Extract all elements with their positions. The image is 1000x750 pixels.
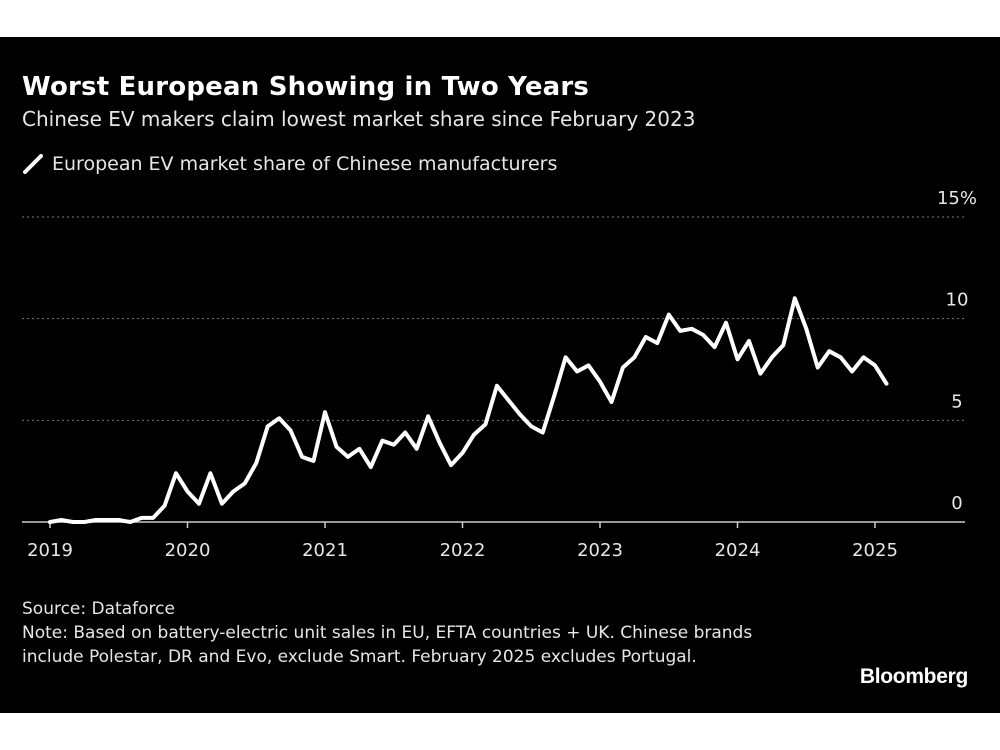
data-point-2020-12: [311, 459, 316, 463]
data-point-2021-02: [334, 445, 339, 449]
data-point-2020-02: [197, 502, 201, 506]
y-tick-label-5: 5: [951, 391, 962, 412]
y-tick-label-15: 15%: [937, 188, 977, 209]
data-point-2019-03: [71, 520, 75, 524]
data-point-2021-04: [357, 447, 361, 451]
data-point-2022-04: [495, 384, 499, 388]
data-point-2022-10: [564, 355, 568, 359]
data-point-2020-08: [266, 424, 270, 429]
chart-subtitle: Chinese EV makers claim lowest market sh…: [22, 107, 696, 131]
data-point-2024-04: [770, 355, 774, 359]
data-point-2019-04: [82, 520, 86, 524]
chart-title: Worst European Showing in Two Years: [22, 72, 590, 102]
data-point-2019-09: [140, 516, 144, 520]
data-point-2023-01: [598, 380, 602, 384]
legend: European EV market share of Chinese manu…: [22, 153, 557, 175]
data-point-2019-02: [59, 518, 64, 522]
data-point-2023-03: [621, 365, 625, 370]
data-point-2024-08: [816, 365, 820, 370]
data-point-2019-08: [128, 520, 132, 524]
data-point-2024-06: [793, 296, 797, 300]
data-point-2025-01: [873, 363, 877, 368]
data-point-2023-10: [701, 333, 705, 337]
data-point-2021-05: [369, 465, 373, 469]
data-point-2023-06: [655, 341, 659, 345]
data-point-2023-09: [690, 327, 694, 331]
data-point-2020-01: [185, 489, 190, 494]
data-point-2022-07: [529, 424, 533, 429]
data-point-2020-06: [243, 481, 247, 485]
data-point-2019-07: [117, 518, 121, 522]
legend-line-swatch-icon: [23, 154, 43, 174]
data-point-2024-02: [747, 339, 751, 343]
data-point-2024-05: [781, 343, 785, 347]
data-point-2021-10: [426, 414, 430, 418]
data-point-2023-05: [644, 335, 648, 339]
data-point-2019-11: [162, 504, 167, 508]
data-point-2019-05: [94, 518, 98, 522]
data-point-2021-06: [380, 439, 384, 443]
bloomberg-logo: Bloomberg: [859, 665, 968, 688]
x-tick-label-2020: 2020: [165, 540, 211, 561]
x-tick-label-2024: 2024: [715, 540, 761, 561]
data-point-2021-11: [437, 441, 442, 445]
data-point-2022-02: [472, 432, 476, 437]
y-tick-label-10: 10: [946, 290, 969, 311]
data-point-2020-05: [231, 489, 235, 494]
data-point-2024-03: [758, 371, 763, 376]
data-point-2020-03: [208, 471, 213, 475]
data-point-2019-10: [151, 516, 155, 520]
data-point-2020-11: [300, 455, 304, 459]
x-tick-label-2022: 2022: [440, 540, 486, 561]
data-point-2022-03: [483, 422, 488, 426]
line-chart: 0 5 10 15% 2019 2020 2021 2022 2023 2024 2025: [22, 188, 977, 561]
data-point-2019-06: [105, 518, 109, 522]
data-point-2021-07: [392, 443, 396, 447]
series-line-0: [48, 296, 889, 524]
data-point-2023-04: [632, 355, 636, 359]
data-point-2021-01: [323, 410, 327, 414]
data-point-2022-09: [552, 394, 556, 398]
data-point-2025-02: [884, 382, 889, 386]
y-tick-label-0: 0: [951, 493, 962, 514]
data-point-2019-01: [48, 520, 52, 524]
data-point-2023-12: [724, 321, 728, 325]
data-point-2020-10: [289, 428, 293, 433]
data-point-2023-08: [678, 329, 682, 333]
data-point-2021-03: [346, 455, 350, 459]
x-tick-label-2021: 2021: [302, 540, 348, 561]
data-point-2021-09: [415, 447, 419, 451]
data-point-2022-11: [575, 369, 579, 374]
data-point-2023-11: [712, 345, 717, 349]
data-point-2023-07: [667, 313, 671, 317]
x-tick-label-2019: 2019: [27, 540, 73, 561]
note-text: Note: Based on battery-electric unit sal…: [22, 623, 753, 667]
data-point-2020-04: [220, 502, 224, 506]
data-point-2022-12: [586, 363, 591, 368]
data-point-2021-08: [403, 430, 407, 435]
chart-card: Worst European Showing in Two Years Chin…: [0, 37, 1000, 713]
data-point-2022-06: [518, 412, 522, 416]
data-point-2024-12: [861, 355, 866, 359]
data-point-2023-02: [609, 400, 614, 404]
data-point-2022-05: [506, 398, 510, 402]
data-point-2020-09: [277, 416, 281, 420]
data-point-2020-07: [254, 461, 258, 465]
legend-label: European EV market share of Chinese manu…: [52, 153, 558, 175]
data-point-2022-01: [460, 451, 465, 455]
data-point-2024-07: [804, 327, 808, 331]
data-point-2024-10: [839, 355, 843, 359]
data-point-2021-12: [449, 463, 453, 467]
data-point-2024-01: [735, 357, 740, 361]
data-point-2019-12: [174, 471, 178, 475]
x-tick-label-2025: 2025: [852, 540, 898, 561]
data-point-2022-08: [541, 430, 545, 435]
source-text: Source: Dataforce: [22, 599, 175, 619]
data-point-2024-11: [850, 369, 854, 374]
x-tick-label-2023: 2023: [577, 540, 623, 561]
data-point-2024-09: [827, 349, 831, 353]
